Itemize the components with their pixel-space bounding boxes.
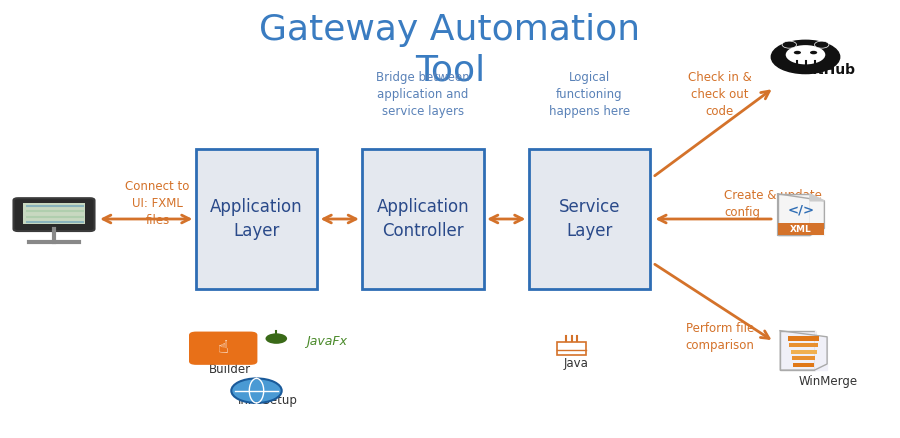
FancyBboxPatch shape [195, 149, 317, 289]
Text: InnoSetup: InnoSetup [238, 394, 298, 407]
Text: WinMerge: WinMerge [798, 374, 858, 388]
Polygon shape [810, 194, 824, 201]
Text: Bridge between
application and
service layers: Bridge between application and service l… [376, 71, 470, 118]
Circle shape [782, 41, 796, 48]
FancyBboxPatch shape [794, 363, 814, 367]
Circle shape [810, 51, 817, 54]
Text: Create & update
config: Create & update config [724, 189, 823, 219]
FancyBboxPatch shape [792, 356, 815, 360]
FancyBboxPatch shape [791, 350, 817, 354]
FancyBboxPatch shape [788, 336, 820, 341]
FancyBboxPatch shape [778, 223, 824, 236]
Text: Perform file
comparison: Perform file comparison [686, 322, 754, 352]
FancyBboxPatch shape [780, 331, 814, 370]
Text: Connect to
UI: FXML
files: Connect to UI: FXML files [125, 180, 190, 227]
FancyBboxPatch shape [23, 203, 85, 224]
Circle shape [266, 333, 287, 344]
Polygon shape [810, 194, 824, 236]
Circle shape [814, 41, 829, 48]
Circle shape [794, 51, 801, 54]
Text: Gateway Automation
Tool: Gateway Automation Tool [259, 13, 641, 88]
Text: XML: XML [790, 225, 812, 234]
FancyBboxPatch shape [529, 149, 650, 289]
FancyBboxPatch shape [14, 198, 94, 231]
Text: Application
Layer: Application Layer [211, 198, 302, 240]
Polygon shape [814, 331, 827, 370]
Circle shape [231, 378, 282, 403]
Circle shape [771, 40, 840, 74]
Text: Scene
Builder: Scene Builder [209, 347, 250, 376]
Text: Java: Java [563, 357, 589, 370]
FancyBboxPatch shape [189, 332, 257, 365]
FancyBboxPatch shape [789, 343, 818, 347]
Text: Service
Layer: Service Layer [559, 198, 620, 240]
Text: Logical
functioning
happens here: Logical functioning happens here [549, 71, 630, 118]
Text: JavaFx: JavaFx [306, 335, 347, 348]
Text: GitHub: GitHub [801, 63, 855, 77]
Text: ☝: ☝ [218, 339, 229, 357]
Text: Check in &
check out
code: Check in & check out code [688, 71, 752, 118]
Text: </>: </> [788, 204, 814, 217]
Text: Application
Controller: Application Controller [377, 198, 469, 240]
Circle shape [786, 45, 825, 64]
FancyBboxPatch shape [778, 194, 810, 236]
FancyBboxPatch shape [362, 149, 484, 289]
